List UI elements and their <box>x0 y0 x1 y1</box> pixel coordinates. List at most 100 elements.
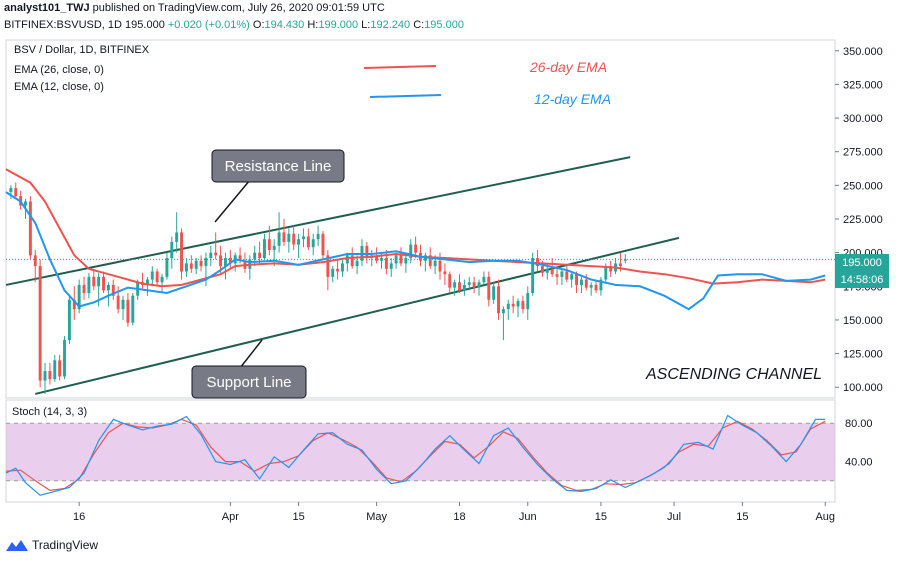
candle-body <box>589 284 593 288</box>
stoch-lines <box>5 414 826 496</box>
candle-body <box>531 258 535 294</box>
support-label: Support Line <box>206 374 291 391</box>
candle-body <box>545 268 549 273</box>
candle-body <box>409 244 413 259</box>
candle-body <box>82 284 86 294</box>
candle-body <box>438 260 442 272</box>
candle-body <box>433 260 437 267</box>
candle-body <box>228 258 232 264</box>
low-label: L: <box>361 19 371 31</box>
ema12-legend[interactable]: EMA (12, close, 0) <box>14 81 104 93</box>
candle-body <box>184 263 188 272</box>
brand-name[interactable]: TradingView <box>32 538 99 552</box>
candle-body <box>48 371 52 380</box>
time-axis[interactable]: 16 Apr 15 May 18 Jun 15 Jul 15 Aug <box>73 502 835 523</box>
time-tick-label: Jun <box>519 511 537 523</box>
time-tick-label: 15 <box>595 511 607 523</box>
candle-body <box>428 255 432 267</box>
stoch-tick-label: 40.00 <box>845 457 873 469</box>
stoch-legend[interactable]: Stoch (14, 3, 3) <box>12 406 88 418</box>
candle-body <box>536 258 539 267</box>
ema26-legend[interactable]: EMA (26, close, 0) <box>14 64 104 76</box>
candle-body <box>526 293 530 310</box>
footer: TradingView <box>6 538 98 552</box>
time-tick-label: 18 <box>453 511 465 523</box>
candle-body <box>126 299 130 323</box>
ema26-legend-swatch <box>363 65 437 69</box>
candle-body <box>540 266 544 273</box>
open-label: O: <box>252 19 265 31</box>
candle-body <box>604 266 608 280</box>
price-tick-label: 300.000 <box>843 113 883 125</box>
time-tick-label: Apr <box>222 511 239 523</box>
symbol-legend[interactable]: BSV / Dollar, 1D, BITFINEX <box>14 44 150 56</box>
candle-body <box>116 295 120 310</box>
author-name[interactable]: analyst101_TWJ <box>4 2 90 14</box>
ohlc-line: BITFINEX:BSVUSD, 1D 195.000 +0.020 (+0.0… <box>4 19 464 31</box>
candle-body <box>399 255 403 264</box>
support-line[interactable] <box>35 236 680 395</box>
stoch-axis[interactable]: 40.00 80.00 <box>845 418 873 468</box>
price-pane[interactable] <box>5 39 836 399</box>
time-tick-label: 15 <box>736 511 748 523</box>
candle-body <box>355 260 359 267</box>
resistance-line[interactable] <box>5 156 631 286</box>
candle-body <box>282 232 286 242</box>
candle-body <box>414 244 418 253</box>
candle-body <box>321 233 325 256</box>
candle-body <box>209 252 213 259</box>
candle-body <box>199 260 203 267</box>
candle-body <box>131 295 135 323</box>
resistance-callout[interactable] <box>211 149 345 183</box>
candle-body <box>565 271 569 280</box>
price-axis[interactable]: 100.000125.000150.000175.000200.000225.0… <box>835 46 883 394</box>
candle-body <box>501 309 505 314</box>
candle-body <box>511 303 515 307</box>
stoch-k-line[interactable] <box>5 414 826 496</box>
ema26-line[interactable] <box>5 168 826 288</box>
candle-body <box>570 274 574 280</box>
ema12-line[interactable] <box>5 191 826 311</box>
candle-body <box>63 340 66 377</box>
time-tick-label: May <box>366 511 387 523</box>
candle-body <box>326 255 330 277</box>
candle-body <box>38 266 42 381</box>
candle-body <box>516 301 520 307</box>
candle-body <box>302 236 305 240</box>
price-tick-label: 125.000 <box>843 349 883 361</box>
candle-body <box>316 233 320 240</box>
resistance-pointer <box>214 179 251 223</box>
candle-body <box>550 268 554 275</box>
candle-body <box>33 255 37 267</box>
candle-body <box>336 268 340 272</box>
candle-body <box>58 360 62 377</box>
candle-body <box>458 282 461 291</box>
price-tick-label: 250.000 <box>843 180 883 192</box>
candle-body <box>106 284 110 291</box>
candle-body <box>345 255 349 264</box>
candle-body <box>277 232 281 246</box>
candle-body <box>43 371 47 381</box>
candle-body <box>160 276 164 283</box>
candle-body <box>102 276 105 291</box>
open-value: 194.430 <box>264 19 305 31</box>
candle-body <box>165 258 169 277</box>
channel-label: ASCENDING CHANNEL <box>645 366 822 383</box>
candle-body <box>92 276 96 287</box>
candle-body <box>214 252 218 256</box>
candle-body <box>97 276 101 287</box>
candle-body <box>389 263 393 269</box>
price-tick-label: 150.000 <box>843 315 883 327</box>
publish-info: analyst101_TWJ published on TradingView.… <box>4 2 385 14</box>
candle-body <box>180 232 184 272</box>
price-tick-label: 350.000 <box>843 46 883 58</box>
price-badge <box>835 254 889 288</box>
price-tick-label: 325.000 <box>843 79 883 91</box>
candle-body <box>384 258 388 269</box>
candle-body <box>506 303 510 310</box>
tradingview-logo-icon <box>6 540 28 551</box>
support-callout[interactable] <box>191 365 307 399</box>
candle-body <box>223 258 227 267</box>
candle-body <box>238 255 242 261</box>
